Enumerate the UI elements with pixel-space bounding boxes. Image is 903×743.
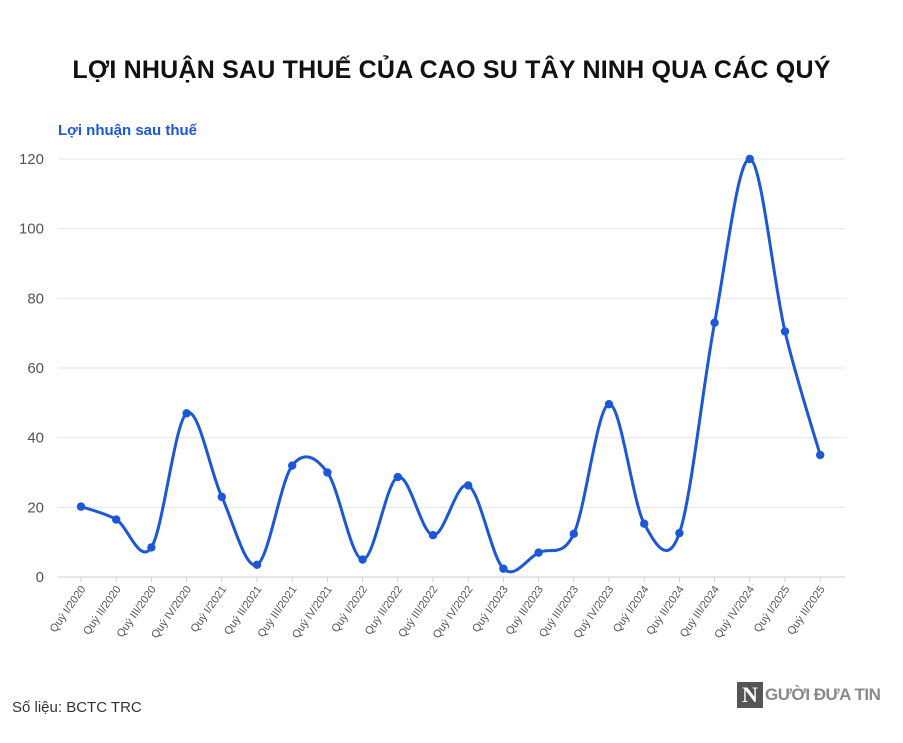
series-path [80, 157, 822, 574]
data-point [745, 154, 754, 164]
series-label: Lợi nhuận sau thuế [58, 122, 197, 139]
data-point [499, 564, 508, 573]
y-tick-label: 120 [19, 151, 44, 168]
data-point [604, 400, 614, 409]
data-point [393, 472, 402, 482]
y-tick-label: 60 [27, 360, 44, 377]
series-line [80, 157, 822, 574]
data-point [147, 543, 156, 552]
publisher-logo: N GƯỜI ĐƯA TIN [737, 681, 881, 709]
data-point [217, 492, 226, 502]
data-point [112, 515, 121, 524]
data-point [710, 318, 719, 327]
y-tick-label: 80 [27, 290, 44, 307]
data-point [816, 450, 825, 460]
data-points [76, 154, 825, 573]
data-point [182, 409, 191, 418]
data-point [534, 548, 543, 557]
data-point [640, 519, 649, 528]
logo-text: GƯỜI ĐƯA TIN [765, 685, 881, 704]
logo-letter: N [737, 682, 763, 708]
y-tick-label: 100 [19, 221, 44, 238]
data-point [358, 555, 367, 564]
y-tick-label: 40 [27, 430, 44, 447]
y-tick-label: 20 [27, 499, 44, 516]
chart-title: LỢI NHUẬN SAU THUẾ CỦA CAO SU TÂY NINH Q… [72, 56, 831, 84]
data-point [780, 327, 790, 336]
data-point [288, 461, 297, 470]
data-point [428, 531, 438, 540]
data-point [675, 528, 684, 538]
source-note: Số liệu: BCTC TRC [12, 699, 142, 716]
y-tick-label: 0 [36, 569, 44, 586]
y-tick-labels: 0 20 40 60 80 100 120 [19, 151, 44, 586]
data-point [323, 468, 332, 477]
data-point [464, 481, 473, 490]
data-point [252, 560, 262, 570]
data-point [569, 529, 578, 539]
grid-lines [58, 158, 845, 578]
data-point [76, 502, 86, 511]
